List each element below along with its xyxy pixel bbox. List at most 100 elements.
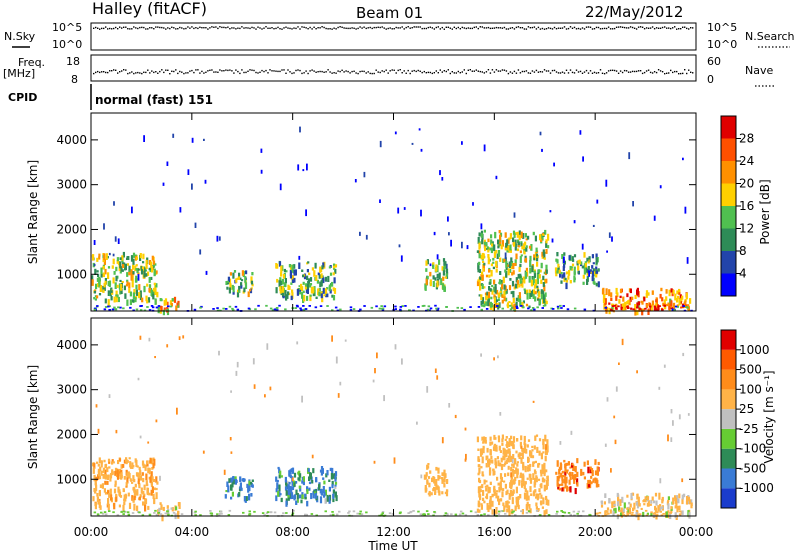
echo-cell [653, 305, 657, 308]
echo-cell [488, 458, 491, 466]
echo-cell [500, 510, 503, 513]
echo-cell [655, 309, 658, 311]
echo-cell [229, 437, 232, 441]
echo-cell [519, 263, 522, 268]
echo-cell [97, 471, 100, 477]
echo-cell [511, 441, 514, 446]
echo-cell [519, 250, 522, 254]
freq-point [171, 70, 173, 72]
echo-cell [102, 265, 105, 270]
echo-cell [663, 303, 666, 307]
echo-cell [522, 300, 525, 304]
echo-cell [276, 479, 279, 483]
echo-cell [619, 288, 623, 294]
echo-cell [498, 462, 502, 467]
echo-cell [111, 308, 115, 311]
echo-cell [435, 466, 438, 471]
echo-cell [96, 513, 100, 516]
echo-cell [419, 513, 423, 516]
echo-cell [532, 491, 535, 497]
echo-cell [535, 247, 538, 252]
nsky-point [429, 26, 431, 28]
echo-cell [497, 298, 500, 302]
echo-cell [670, 300, 673, 307]
echo-cell [404, 305, 407, 307]
freq-point [639, 70, 642, 72]
echo-cell [610, 468, 612, 473]
echo-cell [630, 513, 634, 516]
echo-cell [301, 480, 304, 484]
echo-cell [659, 185, 662, 189]
echo-cell [558, 475, 561, 479]
echo-cell [517, 504, 520, 510]
echo-cell [529, 260, 532, 267]
echo-cell [113, 502, 116, 510]
echo-cell [334, 484, 337, 487]
freq-point [175, 69, 177, 71]
echo-cell [541, 464, 544, 471]
echo-cell [312, 292, 315, 297]
nsky-point [165, 28, 167, 30]
nsky-point [349, 27, 351, 30]
freq-point [499, 70, 502, 72]
echo-cell [333, 277, 336, 284]
cpid-label: CPID [8, 91, 37, 104]
echo-cell [494, 287, 497, 294]
nsky-point [625, 27, 628, 29]
nsky-point [437, 26, 439, 28]
echo-cell [482, 490, 485, 496]
echo-cell [519, 475, 522, 478]
nsky-point [401, 26, 403, 28]
echo-cell [559, 483, 562, 486]
nsky-point [617, 26, 620, 28]
echo-cell [394, 344, 397, 350]
echo-cell [487, 257, 490, 265]
echo-cell [128, 502, 132, 509]
echo-cell [499, 450, 502, 453]
echo-cell [480, 233, 483, 238]
echo-cell [611, 303, 614, 307]
echo-cell [93, 297, 96, 300]
echo-cell [126, 257, 129, 260]
nsky-point [199, 26, 201, 28]
echo-cell [479, 489, 482, 493]
freq-point [433, 72, 435, 74]
echo-cell [542, 304, 546, 307]
echo-cell [484, 246, 487, 252]
echo-cell [663, 299, 666, 304]
echo-cell [501, 438, 504, 443]
freq-point [179, 70, 181, 73]
echo-cell [523, 288, 526, 291]
echo-cell [150, 471, 153, 477]
echo-cell [580, 468, 583, 476]
echo-cell [347, 512, 350, 514]
freq-point [641, 72, 644, 75]
echo-cell [423, 304, 426, 307]
nsky-point [559, 27, 562, 29]
echo-cell [531, 455, 535, 459]
echo-cell [118, 489, 121, 496]
nsky-point [375, 26, 377, 29]
echo-cell [499, 473, 503, 480]
echo-cell [481, 252, 484, 260]
echo-cell [408, 309, 411, 312]
nsky-point [177, 28, 179, 30]
echo-cell [497, 482, 500, 486]
echo-cell [519, 299, 522, 307]
echo-cell [488, 247, 491, 251]
echo-cell [646, 303, 649, 308]
echo-cell [127, 471, 130, 474]
echo-cell [491, 290, 494, 295]
echo-cell [232, 309, 235, 311]
echo-cell [441, 472, 444, 477]
nsky-point [129, 28, 131, 30]
echo-cell [303, 294, 306, 302]
freq-point [569, 69, 572, 71]
echo-cell [485, 463, 488, 468]
echo-cell [678, 493, 681, 499]
echo-cell [505, 436, 508, 439]
nsky-point [613, 27, 616, 30]
echo-cell [513, 287, 516, 290]
echo-cell [598, 511, 602, 514]
echo-cell [576, 471, 579, 478]
